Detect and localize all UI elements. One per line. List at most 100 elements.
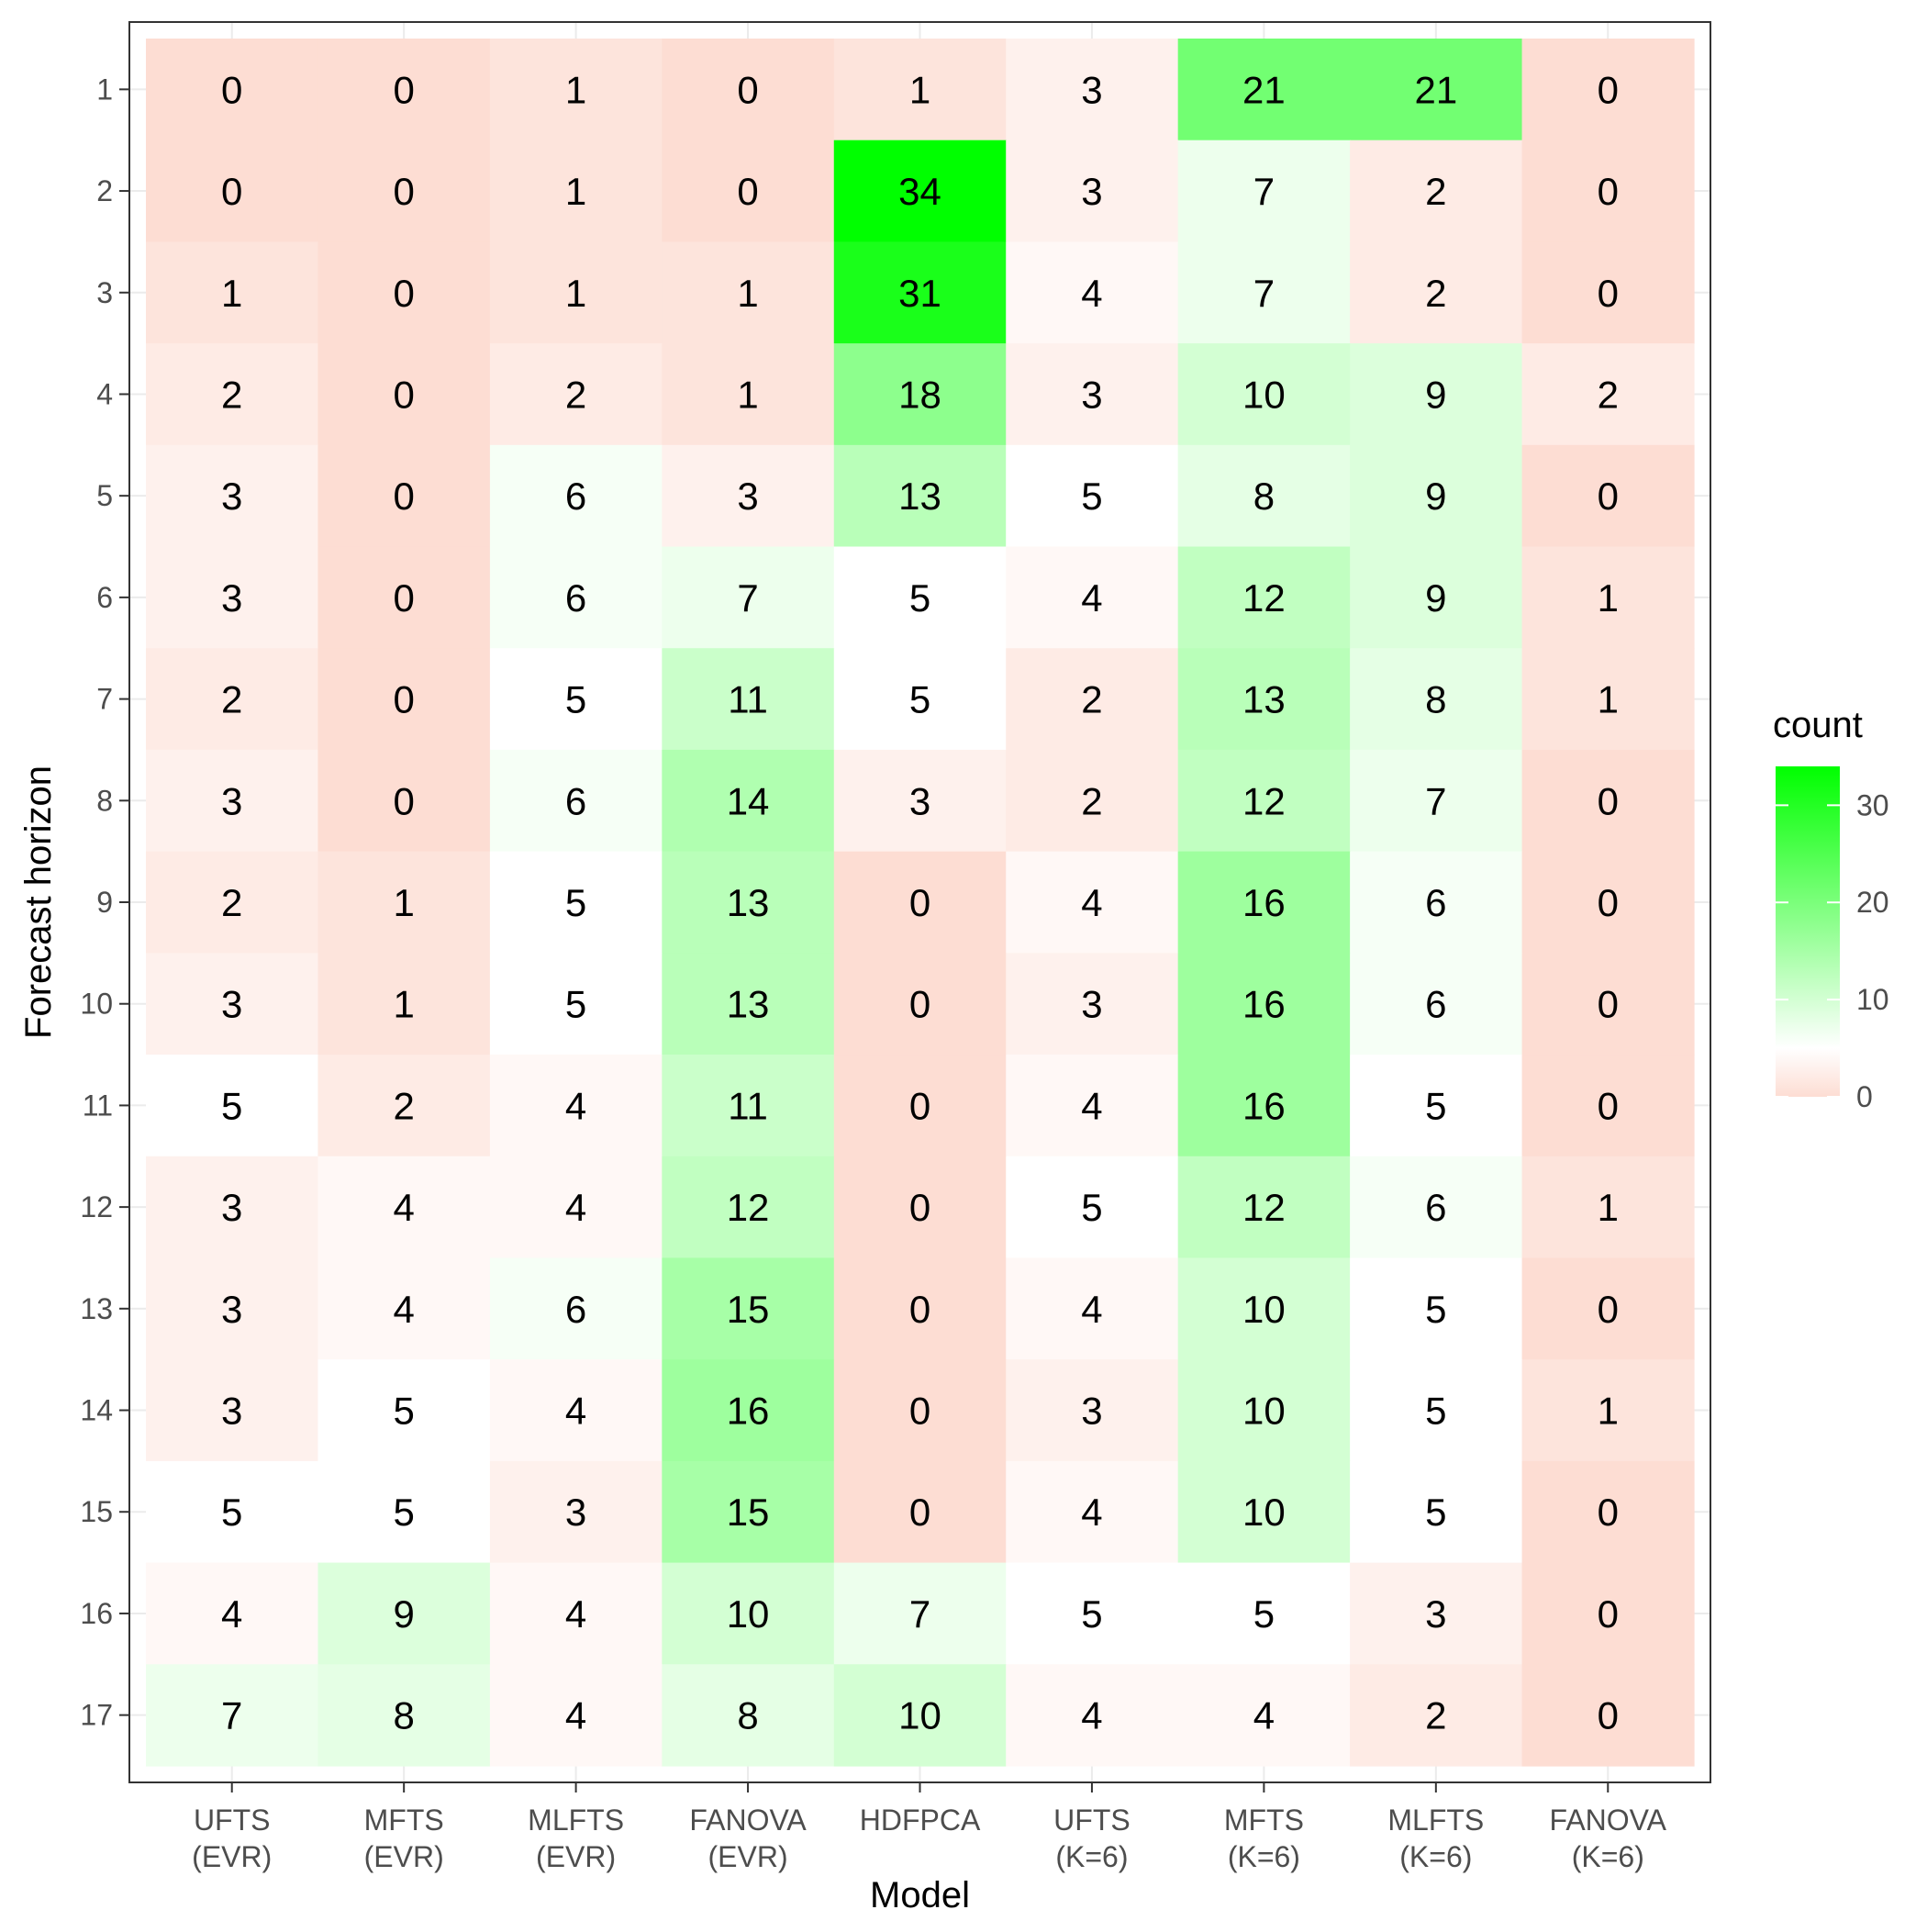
cell-label: 3 <box>221 576 242 620</box>
cell-label: 5 <box>909 678 930 721</box>
cell-label: 9 <box>1425 576 1446 620</box>
heatmap-tile <box>489 343 663 446</box>
cell-label: 34 <box>898 170 941 213</box>
cell-label: 4 <box>1253 1694 1275 1737</box>
cell-label: 2 <box>1081 678 1102 721</box>
cell-label: 1 <box>565 68 586 111</box>
heatmap-tile <box>489 39 663 141</box>
heatmap-tile <box>489 1460 663 1564</box>
cell-label: 11 <box>728 678 768 721</box>
heatmap-tile <box>489 1359 663 1462</box>
heatmap-tile <box>1177 851 1351 954</box>
heatmap-tile <box>833 851 1007 954</box>
cell-label: 5 <box>393 1491 414 1534</box>
cell-label: 1 <box>909 68 930 111</box>
y-tick-label: 5 <box>96 479 113 512</box>
heatmap-tile <box>1521 1562 1695 1665</box>
y-tick-label: 2 <box>96 174 113 207</box>
heatmap-tile <box>317 343 491 446</box>
cell-label: 12 <box>727 1186 770 1229</box>
heatmap-tile <box>317 1359 491 1462</box>
cell-label: 1 <box>737 373 758 416</box>
heatmap-tile <box>146 1664 319 1767</box>
cell-label: 1 <box>393 881 414 924</box>
heatmap-tile <box>489 648 663 751</box>
heatmap-tile <box>146 546 319 649</box>
heatmap-tile <box>833 546 1007 649</box>
heatmap-tile <box>1177 1257 1351 1360</box>
heatmap-tile <box>1006 546 1179 649</box>
heatmap-tile <box>1521 546 1695 649</box>
heatmap-tile <box>1006 1562 1179 1665</box>
heatmap-tile <box>662 546 835 649</box>
heatmap-tile <box>1521 343 1695 446</box>
heatmap-tile <box>1177 1460 1351 1564</box>
cell-label: 2 <box>1425 272 1446 315</box>
cell-label: 2 <box>565 373 586 416</box>
y-tick-label: 15 <box>80 1495 113 1528</box>
heatmap-tile <box>1521 953 1695 1055</box>
cell-label: 4 <box>1081 1491 1102 1534</box>
heatmap-tile <box>1521 444 1695 548</box>
heatmap-tile <box>146 343 319 446</box>
heatmap-tile <box>662 343 835 446</box>
cell-label: 0 <box>221 170 242 213</box>
cell-label: 14 <box>727 779 770 822</box>
x-tick-label: HDFPCA <box>860 1804 981 1837</box>
x-tick-label: (EVR) <box>364 1840 444 1873</box>
y-tick-label: 9 <box>96 886 113 919</box>
heatmap-tile <box>662 1664 835 1767</box>
heatmap-tile <box>1350 1359 1523 1462</box>
cell-label: 16 <box>1242 881 1286 924</box>
cell-label: 5 <box>1081 1186 1102 1229</box>
heatmap-tile <box>1177 648 1351 751</box>
legend-ticks: 0 10 20 30 <box>1776 788 1889 1113</box>
cell-label: 0 <box>393 170 414 213</box>
y-tick-label: 10 <box>80 988 113 1021</box>
cell-label: 6 <box>1425 881 1446 924</box>
cell-label: 10 <box>727 1592 770 1636</box>
cell-label: 4 <box>1081 1288 1102 1331</box>
cell-label: 0 <box>393 272 414 315</box>
cell-label: 5 <box>393 1390 414 1433</box>
cell-label: 1 <box>1598 678 1619 721</box>
heatmap-tile <box>1177 241 1351 344</box>
cell-label: 4 <box>565 1084 586 1127</box>
heatmap-tile <box>662 241 835 344</box>
heatmap-tile <box>1177 749 1351 853</box>
heatmap-tile <box>662 444 835 548</box>
cell-label: 0 <box>1598 1288 1619 1331</box>
cell-label: 8 <box>1425 678 1446 721</box>
cell-label: 0 <box>909 1491 930 1534</box>
heatmap-tile <box>1350 1257 1523 1360</box>
cell-label: 0 <box>909 1186 930 1229</box>
cell-label: 6 <box>565 475 586 518</box>
heatmap-tile <box>662 1460 835 1564</box>
x-tick-label: (K=6) <box>1572 1840 1644 1873</box>
y-tick-label: 8 <box>96 784 113 817</box>
heatmap-tile <box>1350 546 1523 649</box>
heatmap-tile <box>833 39 1007 141</box>
heatmap-tile <box>489 1257 663 1360</box>
heatmap-tile <box>489 546 663 649</box>
cell-label: 0 <box>1598 475 1619 518</box>
cell-label: 3 <box>1081 170 1102 213</box>
y-tick-label: 17 <box>80 1699 113 1732</box>
cell-label: 4 <box>565 1390 586 1433</box>
cell-label: 3 <box>221 1390 242 1433</box>
cell-label: 5 <box>1081 475 1102 518</box>
cell-label: 7 <box>1253 272 1275 315</box>
heatmap-tile <box>146 444 319 548</box>
cell-label: 3 <box>221 475 242 518</box>
cell-label: 0 <box>393 68 414 111</box>
heatmap-tile <box>1521 1460 1695 1564</box>
cell-label: 10 <box>1242 1288 1286 1331</box>
cell-label: 2 <box>393 1084 414 1127</box>
heatmap-tile <box>1350 1664 1523 1767</box>
heatmap-tile <box>833 1359 1007 1462</box>
heatmap-tile <box>1521 140 1695 243</box>
heatmap-tile <box>317 140 491 243</box>
cell-label: 5 <box>909 576 930 620</box>
cell-label: 10 <box>1242 1390 1286 1433</box>
